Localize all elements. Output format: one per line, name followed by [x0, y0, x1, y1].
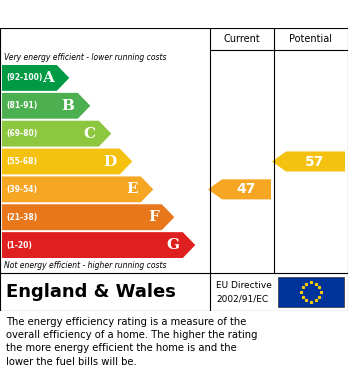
Text: 2002/91/EC: 2002/91/EC: [216, 294, 268, 303]
Polygon shape: [2, 176, 153, 202]
Bar: [278, 277, 344, 307]
Text: (1-20): (1-20): [6, 240, 32, 249]
Text: 47: 47: [236, 182, 256, 196]
Text: (81-91): (81-91): [6, 101, 37, 110]
Polygon shape: [2, 65, 69, 91]
Polygon shape: [2, 204, 174, 230]
Polygon shape: [2, 121, 111, 147]
Text: (21-38): (21-38): [6, 213, 37, 222]
Text: D: D: [103, 154, 117, 169]
Text: (69-80): (69-80): [6, 129, 37, 138]
Polygon shape: [2, 149, 132, 174]
Text: (55-68): (55-68): [6, 157, 37, 166]
Text: EU Directive: EU Directive: [216, 281, 272, 290]
Text: 57: 57: [305, 154, 325, 169]
Polygon shape: [2, 93, 90, 119]
Text: (39-54): (39-54): [6, 185, 37, 194]
Text: B: B: [62, 99, 75, 113]
Polygon shape: [2, 232, 195, 258]
Text: England & Wales: England & Wales: [6, 283, 176, 301]
Text: Not energy efficient - higher running costs: Not energy efficient - higher running co…: [4, 262, 166, 271]
Text: G: G: [167, 238, 180, 252]
Text: C: C: [84, 127, 96, 141]
Text: A: A: [42, 71, 54, 85]
Polygon shape: [208, 179, 271, 199]
Text: Potential: Potential: [290, 34, 332, 44]
Text: E: E: [126, 182, 138, 196]
Text: The energy efficiency rating is a measure of the
overall efficiency of a home. T: The energy efficiency rating is a measur…: [6, 317, 258, 367]
Text: Energy Efficiency Rating: Energy Efficiency Rating: [7, 7, 217, 22]
Text: (92-100): (92-100): [6, 74, 42, 83]
Text: Very energy efficient - lower running costs: Very energy efficient - lower running co…: [4, 52, 166, 61]
Text: Current: Current: [224, 34, 260, 44]
Polygon shape: [272, 151, 345, 172]
Text: F: F: [148, 210, 159, 224]
